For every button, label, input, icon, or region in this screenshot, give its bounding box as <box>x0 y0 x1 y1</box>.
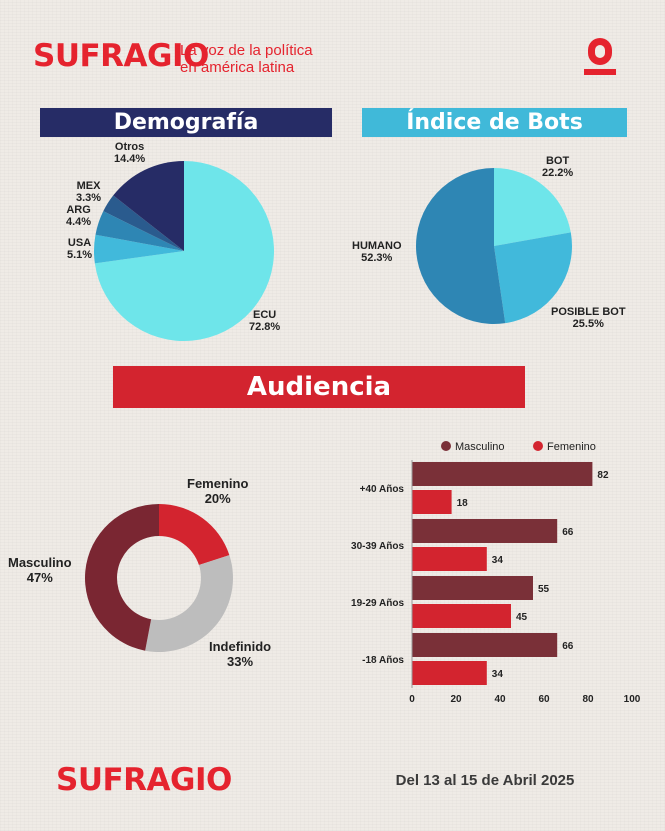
demo-slice-usa <box>93 234 184 264</box>
brand-o-icon <box>584 38 616 75</box>
legend-swatch-masculino <box>441 441 451 451</box>
aud-label-indefinido-name: Indefinido <box>209 639 272 654</box>
bar-x-tick-label: 20 <box>450 694 462 705</box>
bar-femenino <box>412 661 487 685</box>
footer-date: Del 13 al 15 de Abril 2025 <box>395 772 575 789</box>
demo-label-mex-name: MEX <box>76 180 101 192</box>
bar-femenino <box>412 490 452 514</box>
footer-logo: SUFRAGIO <box>56 762 232 798</box>
bots-label-bot-value: 22.2% <box>542 167 574 179</box>
aud-label-masculino: Masculino 47% <box>8 555 72 585</box>
bots-slice-bot <box>494 168 571 246</box>
section-header-audiencia: Audiencia <box>113 366 525 408</box>
aud-slice-masculino <box>85 504 159 651</box>
bots-label-posible-bot-name: POSIBLE BOT <box>551 306 626 318</box>
bar-masculino <box>412 633 558 657</box>
bar-x-tick-label: 40 <box>494 694 506 705</box>
bar-value-label: 34 <box>492 669 504 680</box>
bar-value-label: 34 <box>492 555 504 566</box>
bar-value-label: 18 <box>457 498 469 509</box>
bar-legend: Masculino Femenino <box>441 441 596 453</box>
demo-slice-mex <box>103 195 184 251</box>
section-header-demografia: Demografía <box>40 108 332 137</box>
section-header-bots: Índice de Bots <box>362 108 627 137</box>
bots-slice-humano <box>416 168 506 324</box>
bar-femenino <box>412 604 511 628</box>
aud-slice-indefinido <box>145 555 233 652</box>
bar-value-label: 55 <box>538 584 550 595</box>
bots-label-bot-name: BOT <box>545 155 570 167</box>
bar-category-label: +40 Años <box>360 484 405 495</box>
bar-category-label: 30-39 Años <box>351 541 404 552</box>
aud-label-masculino-name: Masculino <box>8 555 72 570</box>
demo-label-ecu-name: ECU <box>252 309 277 321</box>
demo-slice-otros <box>113 161 184 251</box>
demo-label-otros-value: 14.4% <box>114 153 146 165</box>
demo-label-mex: MEX 3.3% <box>76 180 101 204</box>
aud-label-femenino-name: Femenino <box>187 476 249 491</box>
demo-label-usa: USA 5.1% <box>67 237 92 261</box>
tagline-line-2: en américa latina <box>180 59 295 76</box>
demo-label-arg-value: 4.4% <box>66 216 92 228</box>
demo-label-ecu: ECU 72.8% <box>249 309 280 333</box>
tagline: La voz de la política en américa latina <box>180 42 380 76</box>
bots-label-posible-bot-value: 25.5% <box>572 318 604 330</box>
bar-category-label: 19-29 Años <box>351 598 404 609</box>
aud-label-femenino: Femenino 20% <box>187 476 248 506</box>
demo-label-usa-name: USA <box>67 237 92 249</box>
aud-label-indefinido-value: 33% <box>227 654 254 669</box>
bots-label-humano-name: HUMANO <box>352 240 402 252</box>
bar-value-label: 82 <box>597 470 609 481</box>
aud-slice-femenino <box>159 504 230 566</box>
bar-value-label: 45 <box>516 612 528 623</box>
bots-label-humano: HUMANO 52.3% <box>352 240 402 264</box>
bots-slice-posible-bot <box>494 232 572 324</box>
audiencia-bar-chart: Masculino Femenino +40 Años 82 18 30-39 Años 6… <box>351 441 641 705</box>
aud-label-femenino-value: 20% <box>204 491 231 506</box>
demo-label-arg: ARG 4.4% <box>66 204 91 228</box>
brand-logo: SUFRAGIO <box>33 38 209 74</box>
bots-pie-chart <box>416 168 572 324</box>
demo-slice-ecu <box>94 161 274 341</box>
bots-label-bot: BOT 22.2% <box>542 155 573 179</box>
bar-x-tick-label: 80 <box>582 694 594 705</box>
demo-label-arg-name: ARG <box>66 204 91 216</box>
legend-label-masculino: Masculino <box>455 441 505 453</box>
bar-value-label: 66 <box>562 527 574 538</box>
bar-value-label: 66 <box>562 641 574 652</box>
bar-category-label: -18 Años <box>362 655 404 666</box>
demografia-pie-chart <box>93 161 274 341</box>
bar-masculino <box>412 519 558 543</box>
aud-label-masculino-value: 47% <box>26 570 53 585</box>
bar-x-tick-label: 60 <box>538 694 550 705</box>
demo-label-otros-name: Otros <box>114 141 145 153</box>
legend-label-femenino: Femenino <box>547 441 596 453</box>
demo-slice-arg <box>95 211 184 251</box>
audiencia-donut-chart <box>85 504 233 652</box>
legend-swatch-femenino <box>533 441 543 451</box>
demo-label-otros: Otros 14.4% <box>114 141 145 165</box>
aud-label-indefinido: Indefinido 33% <box>209 639 271 669</box>
tagline-line-1: La voz de la política <box>180 42 313 59</box>
bar-masculino <box>412 462 593 486</box>
bots-label-posible-bot: POSIBLE BOT 25.5% <box>551 306 626 330</box>
bar-femenino <box>412 547 487 571</box>
bar-masculino <box>412 576 533 600</box>
demo-label-mex-value: 3.3% <box>76 192 102 204</box>
demo-label-usa-value: 5.1% <box>67 249 93 261</box>
bar-x-tick-label: 0 <box>409 694 415 705</box>
bar-x-tick-label: 100 <box>624 694 641 705</box>
bots-label-humano-value: 52.3% <box>361 252 393 264</box>
demo-label-ecu-value: 72.8% <box>249 321 281 333</box>
